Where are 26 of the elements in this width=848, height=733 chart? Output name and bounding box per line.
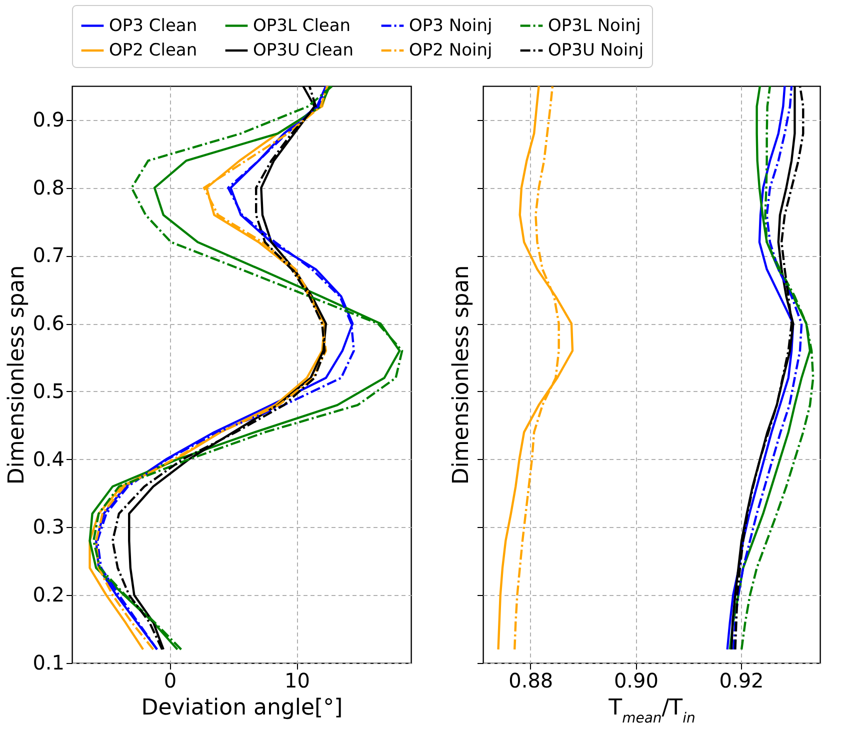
- x-tick-label: 0: [164, 668, 177, 692]
- legend-label: OP2 Clean: [109, 40, 198, 60]
- x-axis-title: Deviation angle[°]: [141, 696, 343, 720]
- x-tick-label: 0.88: [508, 668, 554, 692]
- y-tick-label: 0.9: [32, 107, 64, 132]
- y-tick-label: 0.7: [32, 243, 64, 268]
- legend-label: OP2 Noinj: [409, 40, 492, 60]
- y-axis-title: Dimensionless span: [449, 265, 474, 485]
- legend-label: OP3U Noinj: [548, 40, 644, 60]
- legend-label: OP3L Noinj: [548, 16, 641, 36]
- x-tick-label: 0.90: [614, 668, 658, 692]
- legend-label: OP3L Clean: [253, 16, 351, 36]
- y-tick-label: 0.5: [32, 378, 64, 403]
- y-tick-label: 0.4: [32, 446, 64, 471]
- y-axis-title: Dimensionless span: [4, 265, 30, 485]
- y-tick-label: 0.1: [32, 650, 64, 674]
- y-tick-label: 0.2: [32, 582, 64, 607]
- y-tick-label: 0.6: [32, 311, 64, 336]
- legend-label: OP3U Clean: [253, 40, 354, 60]
- x-axis-title: T$_{mean}$/T$_{in}$: [608, 696, 696, 726]
- x-tick-label: 10: [284, 668, 310, 692]
- x-tick-label: 0.92: [719, 668, 764, 692]
- legend-label: OP3 Noinj: [409, 16, 492, 36]
- y-tick-label: 0.3: [32, 514, 64, 539]
- y-tick-label: 0.8: [32, 175, 64, 200]
- legend-label: OP3 Clean: [109, 16, 198, 36]
